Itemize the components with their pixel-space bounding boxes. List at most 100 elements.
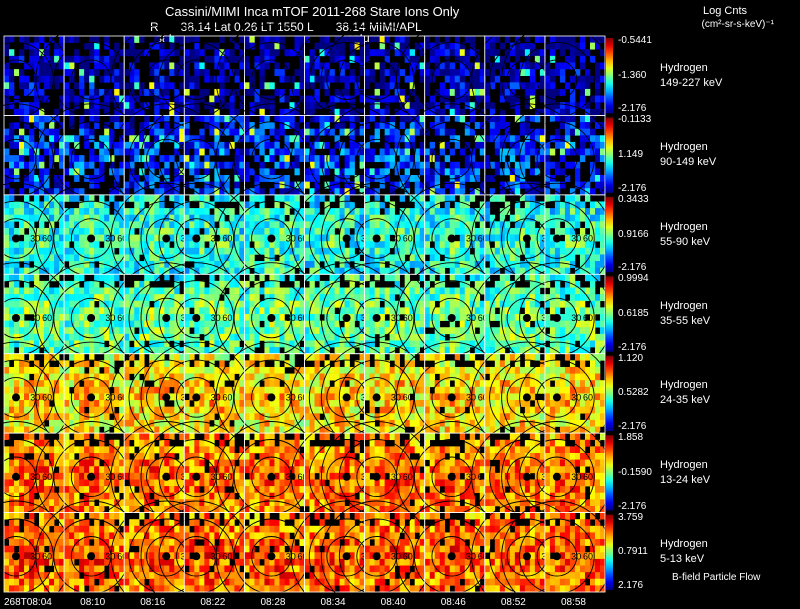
pixel <box>444 294 451 302</box>
pixel <box>544 333 551 341</box>
contour-label: 30 <box>466 234 476 244</box>
pixel <box>484 102 491 110</box>
pixel <box>324 280 330 288</box>
pixel <box>574 175 581 182</box>
pixel <box>79 62 85 70</box>
pixel <box>49 208 55 216</box>
pixel <box>529 141 536 149</box>
pixel <box>204 314 210 321</box>
pixel <box>444 261 451 268</box>
pixel <box>449 82 456 90</box>
pixel <box>59 49 65 57</box>
pixel <box>49 115 55 123</box>
pixel <box>9 386 15 394</box>
pixel <box>239 115 245 123</box>
pixel <box>344 221 350 229</box>
pixel <box>74 194 80 202</box>
pixel <box>204 175 210 182</box>
pixel <box>309 175 315 182</box>
pixel <box>279 108 285 116</box>
pixel <box>339 88 345 96</box>
pixel <box>89 247 95 255</box>
pixel <box>394 108 400 116</box>
pixel <box>79 95 85 103</box>
pixel <box>29 108 35 116</box>
saturn-marker <box>372 314 381 322</box>
pixel <box>229 128 235 136</box>
pixel <box>509 320 516 328</box>
pixel <box>69 155 75 163</box>
pixel <box>364 307 370 315</box>
pixel <box>219 88 225 96</box>
pixel <box>354 221 360 229</box>
pixel <box>74 208 80 216</box>
pixel <box>584 49 591 57</box>
pixel <box>454 55 461 63</box>
pixel <box>129 69 135 77</box>
pixel <box>174 194 180 202</box>
pixel <box>89 214 95 222</box>
pixel <box>169 300 175 308</box>
pixel <box>279 115 285 123</box>
pixel <box>384 227 390 235</box>
pixel <box>214 194 220 202</box>
pixel <box>419 161 425 169</box>
pixel <box>429 141 436 149</box>
pixel <box>379 327 385 335</box>
pixel <box>344 82 350 90</box>
pixel <box>74 241 80 249</box>
pixel <box>274 128 280 136</box>
pixel <box>484 227 491 235</box>
pixel <box>19 82 25 90</box>
pixel <box>499 280 506 288</box>
pixel <box>79 88 85 96</box>
pixel <box>104 208 110 216</box>
pixel <box>414 314 420 321</box>
pixel <box>329 155 335 163</box>
pixel <box>194 141 200 149</box>
pixel <box>599 307 606 315</box>
pixel <box>84 247 90 255</box>
pixel <box>409 261 415 268</box>
pixel <box>539 208 546 216</box>
pixel <box>374 287 380 295</box>
pixel <box>184 82 190 90</box>
pixel <box>559 36 566 43</box>
pixel <box>514 333 521 341</box>
pixel <box>579 135 586 143</box>
pixel <box>269 102 275 110</box>
pixel <box>144 181 150 189</box>
pixel <box>584 327 591 335</box>
pixel <box>4 393 10 401</box>
pixel <box>9 201 15 209</box>
pixel <box>59 400 65 407</box>
pixel <box>269 141 275 149</box>
pixel <box>64 55 70 63</box>
pixel <box>404 327 410 335</box>
pixel <box>399 102 405 110</box>
pixel <box>299 55 305 63</box>
pixel <box>214 49 220 57</box>
pixel <box>339 208 345 216</box>
pixel <box>129 314 135 321</box>
pixel <box>139 122 145 129</box>
pixel <box>274 307 280 315</box>
pixel <box>264 287 270 295</box>
pixel <box>399 161 405 169</box>
pixel <box>59 194 65 202</box>
pixel <box>524 307 531 315</box>
pixel <box>329 75 335 83</box>
pixel <box>314 234 320 242</box>
pixel <box>599 62 606 70</box>
pixel <box>64 141 70 149</box>
pixel <box>94 287 100 295</box>
pixel <box>484 340 491 348</box>
pixel <box>29 62 35 70</box>
pixel <box>364 42 370 50</box>
pixel <box>134 181 140 189</box>
pixel <box>594 300 601 308</box>
pixel <box>44 82 50 90</box>
pixel <box>4 135 10 143</box>
pixel <box>334 122 340 129</box>
pixel <box>364 168 370 176</box>
